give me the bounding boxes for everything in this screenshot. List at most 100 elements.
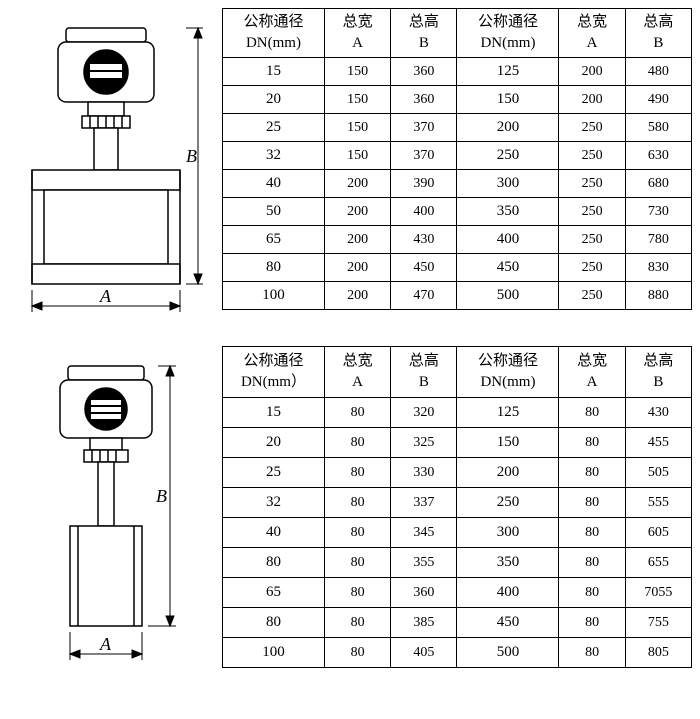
cell: 250 <box>559 198 625 226</box>
cell: 325 <box>391 428 457 458</box>
cell: 360 <box>391 578 457 608</box>
cell: 405 <box>391 638 457 668</box>
cell: 50 <box>223 198 325 226</box>
diagram-wafer-meter: A B <box>8 346 206 686</box>
cell: 20 <box>223 428 325 458</box>
cell: 400 <box>457 578 559 608</box>
cell: 605 <box>625 518 691 548</box>
cell: 630 <box>625 142 691 170</box>
cell: 80 <box>223 254 325 282</box>
table-row: 328033725080555 <box>223 488 692 518</box>
table-row: 6580360400807055 <box>223 578 692 608</box>
cell: 80 <box>324 638 390 668</box>
cell: 555 <box>625 488 691 518</box>
t2-col-height2: 总高B <box>625 347 691 398</box>
cell: 80 <box>559 638 625 668</box>
cell: 385 <box>391 608 457 638</box>
cell: 200 <box>559 58 625 86</box>
col-height: 总高B <box>391 9 457 58</box>
dimension-table-2: 公称通径DN(mm） 总宽A 总高B 公称通径DN(mm) 总宽A 总高B 15… <box>222 346 692 668</box>
cell: 200 <box>324 282 390 310</box>
cell: 150 <box>324 142 390 170</box>
cell: 390 <box>391 170 457 198</box>
cell: 320 <box>391 398 457 428</box>
table-row: 258033020080505 <box>223 458 692 488</box>
cell: 730 <box>625 198 691 226</box>
cell: 40 <box>223 518 325 548</box>
cell: 505 <box>625 458 691 488</box>
cell: 400 <box>457 226 559 254</box>
t2-col-width: 总宽A <box>324 347 390 398</box>
table-row: 40200390300250680 <box>223 170 692 198</box>
cell: 150 <box>457 428 559 458</box>
col-dn: 公称通径DN(mm) <box>223 9 325 58</box>
table-row: 208032515080455 <box>223 428 692 458</box>
cell: 80 <box>324 488 390 518</box>
table-row: 808035535080655 <box>223 548 692 578</box>
cell: 80 <box>324 548 390 578</box>
cell: 330 <box>391 458 457 488</box>
cell: 80 <box>223 608 325 638</box>
cell: 80 <box>559 458 625 488</box>
cell: 470 <box>391 282 457 310</box>
t2-col-height: 总高B <box>391 347 457 398</box>
cell: 250 <box>559 114 625 142</box>
cell: 370 <box>391 142 457 170</box>
cell: 150 <box>324 114 390 142</box>
dimension-table-1: 公称通径DN(mm) 总宽A 总高B 公称通径DN(mm) 总宽A 总高B 15… <box>222 8 692 310</box>
cell: 80 <box>559 398 625 428</box>
cell: 350 <box>457 198 559 226</box>
cell: 805 <box>625 638 691 668</box>
cell: 65 <box>223 226 325 254</box>
cell: 200 <box>559 86 625 114</box>
cell: 150 <box>457 86 559 114</box>
table-row: 25150370200250580 <box>223 114 692 142</box>
cell: 200 <box>324 170 390 198</box>
cell: 80 <box>324 428 390 458</box>
cell: 250 <box>457 488 559 518</box>
cell: 250 <box>559 226 625 254</box>
t2-col-dn: 公称通径DN(mm） <box>223 347 325 398</box>
cell: 100 <box>223 638 325 668</box>
cell: 65 <box>223 578 325 608</box>
table-row: 32150370250250630 <box>223 142 692 170</box>
cell: 80 <box>559 488 625 518</box>
cell: 400 <box>391 198 457 226</box>
cell: 370 <box>391 114 457 142</box>
cell: 250 <box>559 142 625 170</box>
table-row: 20150360150200490 <box>223 86 692 114</box>
cell: 300 <box>457 170 559 198</box>
cell: 450 <box>457 254 559 282</box>
cell: 360 <box>391 58 457 86</box>
cell: 125 <box>457 58 559 86</box>
table-row: 808038545080755 <box>223 608 692 638</box>
cell: 450 <box>391 254 457 282</box>
table-row: 408034530080605 <box>223 518 692 548</box>
cell: 80 <box>324 608 390 638</box>
cell: 430 <box>625 398 691 428</box>
cell: 200 <box>324 198 390 226</box>
cell: 32 <box>223 488 325 518</box>
cell: 430 <box>391 226 457 254</box>
dim-label-b: B <box>186 146 197 166</box>
cell: 580 <box>625 114 691 142</box>
col-height2: 总高B <box>625 9 691 58</box>
cell: 100 <box>223 282 325 310</box>
cell: 7055 <box>625 578 691 608</box>
t2-col-dn2: 公称通径DN(mm) <box>457 347 559 398</box>
table-row: 65200430400250780 <box>223 226 692 254</box>
cell: 80 <box>559 578 625 608</box>
cell: 32 <box>223 142 325 170</box>
table-row: 50200400350250730 <box>223 198 692 226</box>
cell: 80 <box>559 428 625 458</box>
cell: 150 <box>324 58 390 86</box>
cell: 755 <box>625 608 691 638</box>
cell: 150 <box>324 86 390 114</box>
diagram-flanged-meter: A B <box>8 8 206 328</box>
cell: 250 <box>559 254 625 282</box>
cell: 655 <box>625 548 691 578</box>
dim-label-a2: A <box>99 634 112 654</box>
cell: 25 <box>223 114 325 142</box>
dim-label-a: A <box>99 286 112 306</box>
cell: 780 <box>625 226 691 254</box>
